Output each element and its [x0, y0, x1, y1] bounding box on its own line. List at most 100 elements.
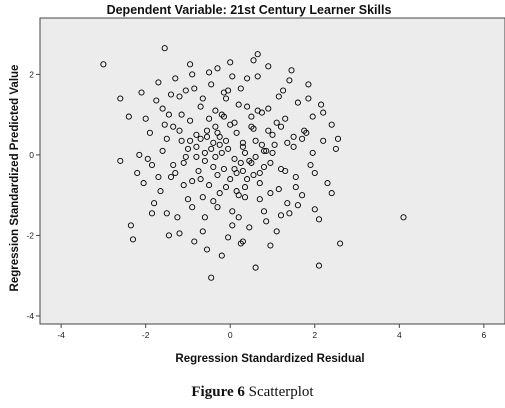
data-point: [235, 101, 242, 108]
data-point: [153, 97, 160, 104]
data-point: [146, 129, 153, 136]
data-point: [237, 240, 244, 247]
data-point: [208, 145, 215, 152]
data-point: [265, 127, 272, 134]
plot-area: [39, 17, 505, 325]
data-point: [214, 129, 221, 136]
data-point: [267, 242, 274, 249]
data-point: [290, 133, 297, 140]
data-point: [265, 63, 272, 70]
data-point: [174, 214, 181, 221]
data-point: [282, 167, 289, 175]
data-point: [305, 95, 312, 102]
data-point: [151, 200, 158, 207]
data-point: [163, 135, 170, 142]
data-point: [225, 87, 232, 94]
data-point: [187, 61, 194, 68]
data-point: [218, 149, 225, 156]
data-point: [246, 224, 253, 231]
data-points: [100, 45, 407, 281]
data-point: [222, 95, 230, 102]
data-point: [256, 169, 263, 177]
data-point: [193, 131, 200, 138]
data-point: [206, 182, 213, 189]
data-point: [178, 137, 185, 144]
data-point: [189, 204, 196, 211]
data-point: [214, 204, 221, 211]
data-point: [324, 180, 331, 187]
data-point: [231, 155, 238, 162]
data-point: [269, 131, 276, 138]
data-point: [332, 145, 339, 152]
data-point: [244, 103, 251, 110]
data-point: [182, 87, 189, 94]
data-point: [288, 67, 295, 74]
data-point: [260, 208, 268, 215]
data-point: [301, 127, 308, 134]
data-point: [127, 222, 134, 229]
data-point: [167, 91, 175, 98]
data-point: [315, 216, 323, 223]
data-point: [334, 135, 342, 142]
data-point: [256, 196, 263, 203]
data-point: [292, 184, 299, 191]
y-tick-label: -2: [26, 230, 34, 240]
data-point: [311, 206, 318, 213]
data-point: [144, 155, 151, 162]
figure-caption: Figure 6 Scatterplot: [0, 384, 505, 401]
data-point: [163, 210, 170, 217]
data-point: [250, 171, 257, 179]
data-point: [239, 143, 246, 150]
data-point: [222, 184, 230, 191]
data-point: [320, 109, 327, 116]
data-point: [227, 121, 234, 128]
data-point: [206, 115, 213, 122]
data-point: [303, 129, 310, 136]
data-point: [235, 214, 242, 221]
data-point: [273, 119, 280, 126]
data-point: [136, 151, 143, 158]
data-point: [277, 123, 285, 130]
data-point: [180, 182, 187, 189]
data-point: [241, 194, 249, 201]
data-point: [140, 180, 147, 187]
data-point: [201, 214, 208, 221]
data-point: [187, 117, 194, 124]
data-point: [100, 61, 107, 68]
data-point: [159, 147, 166, 154]
data-point: [191, 238, 198, 245]
data-point: [275, 93, 282, 100]
data-point: [117, 157, 124, 164]
data-point: [337, 240, 344, 247]
data-point: [161, 121, 168, 128]
data-point: [172, 169, 179, 177]
data-point: [258, 141, 265, 148]
data-point: [222, 137, 230, 144]
data-point: [307, 161, 314, 169]
data-point: [176, 230, 183, 237]
data-point: [282, 115, 289, 122]
data-point: [138, 89, 145, 96]
data-point: [265, 105, 272, 112]
data-point: [212, 153, 219, 160]
data-point: [189, 178, 196, 185]
data-point: [305, 81, 312, 88]
data-point: [117, 95, 124, 102]
data-point: [176, 93, 183, 100]
x-tick-label: 2: [312, 330, 317, 340]
figure-caption-label: Figure 6: [191, 384, 245, 400]
data-point: [328, 121, 335, 128]
data-point: [267, 190, 274, 197]
data-point: [260, 147, 268, 154]
data-point: [280, 87, 287, 94]
data-point: [246, 157, 253, 164]
data-point: [227, 59, 234, 66]
y-tick-label: -4: [26, 311, 34, 321]
data-point: [227, 176, 234, 183]
data-point: [241, 184, 249, 191]
data-point: [299, 192, 306, 199]
data-point: [252, 153, 259, 160]
data-point: [142, 115, 149, 122]
data-point: [182, 153, 189, 160]
data-point: [263, 218, 270, 225]
